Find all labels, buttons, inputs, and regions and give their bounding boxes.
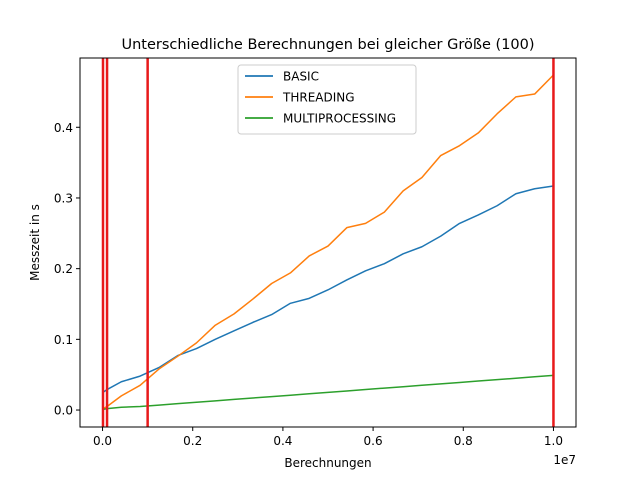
x-axis-offset-text: 1e7	[553, 453, 576, 467]
legend-label: THREADING	[282, 91, 355, 105]
plot-frame	[79, 57, 577, 428]
plot-marks	[101, 58, 555, 427]
x-tick-label: 0.2	[183, 434, 202, 448]
chart-title: Unterschiedliche Berechnungen bei gleich…	[121, 37, 534, 53]
legend-box	[237, 64, 417, 135]
legend-label: BASIC	[283, 70, 319, 84]
x-tick-label: 0.8	[454, 434, 473, 448]
y-tick-label: 0.3	[54, 191, 73, 205]
series-line-basic	[102, 185, 554, 393]
legend-label: MULTIPROCESSING	[283, 112, 396, 126]
x-tick-label: 0.4	[273, 434, 292, 448]
x-axis-label: Berechnungen	[284, 456, 371, 470]
y-tick-label: 0.1	[54, 333, 73, 347]
y-tick-label: 0.2	[54, 262, 73, 276]
x-tick-label: 0.0	[93, 434, 112, 448]
axis-ticks: 0.0 0.2 0.4 0.6 0.8 1.0 0.0 0.1 0.2 0.3 0.4	[54, 121, 563, 448]
y-tick-label: 0.4	[54, 121, 73, 135]
legend: BASIC THREADING MULTIPROCESSING	[237, 64, 417, 135]
y-axis-label: Messzeit in s	[28, 204, 42, 281]
x-tick-label: 1.0	[544, 434, 563, 448]
x-tick-label: 0.6	[364, 434, 383, 448]
series-line-threading	[102, 74, 554, 410]
y-tick-label: 0.0	[54, 404, 73, 418]
series-line-multiprocessing	[102, 374, 554, 411]
